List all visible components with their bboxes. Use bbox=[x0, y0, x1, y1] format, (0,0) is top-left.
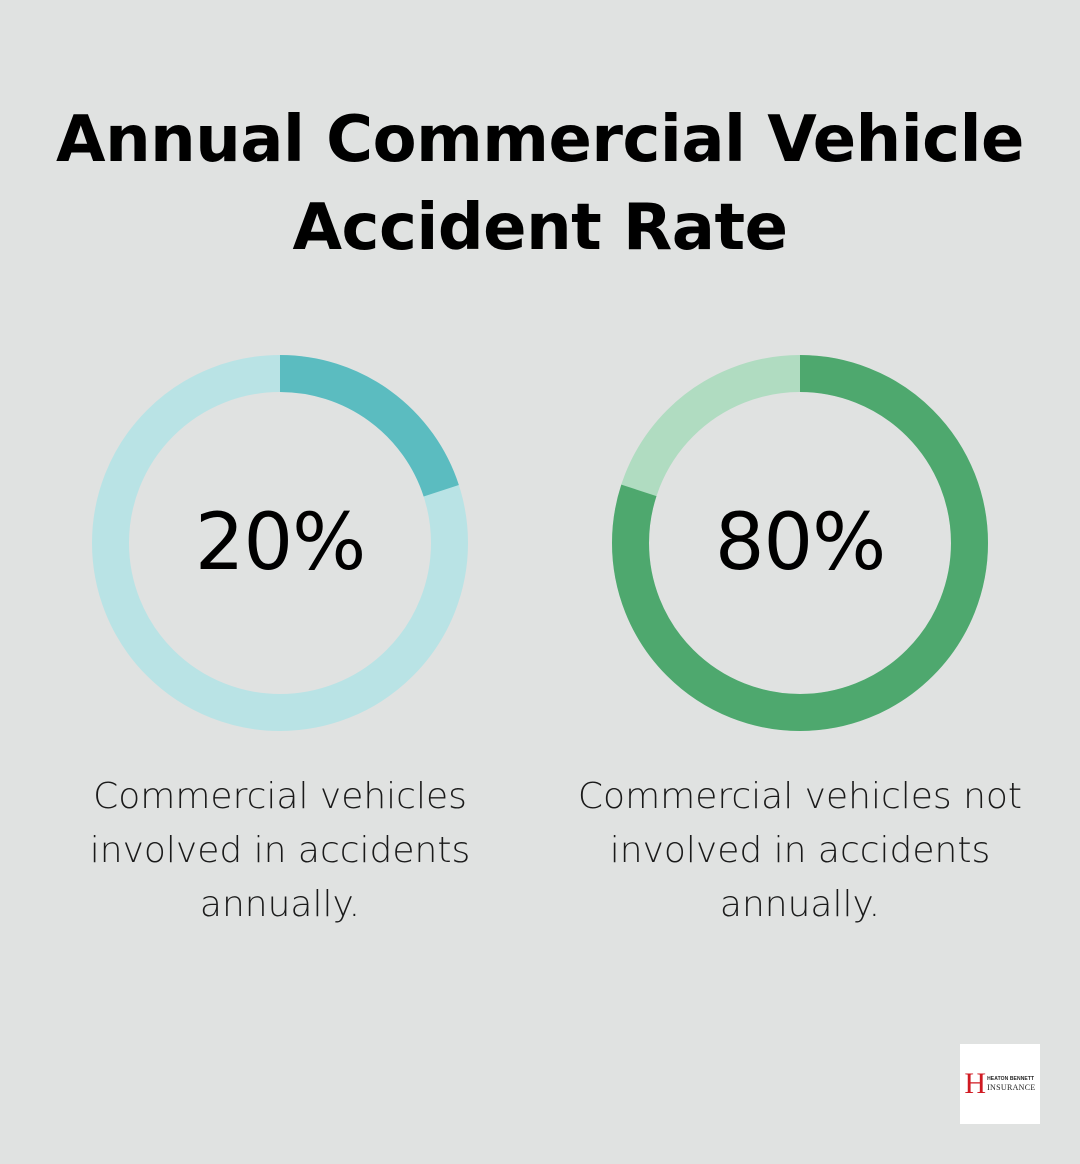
stat-value: 80% bbox=[714, 498, 886, 588]
caption-line: annually. bbox=[199, 884, 361, 925]
caption-line: involved in accidents bbox=[609, 830, 991, 871]
donut-ring bbox=[92, 355, 468, 731]
page-title: Annual Commercial Vehicle Accident Rate bbox=[0, 96, 1080, 272]
logo-line-2: INSURANCE bbox=[987, 1082, 1036, 1092]
donut-chart-involved: 20% bbox=[92, 355, 468, 731]
title-line-1: Annual Commercial Vehicle bbox=[56, 103, 1024, 177]
caption-line: Commercial vehicles bbox=[93, 776, 467, 817]
caption-line: involved in accidents bbox=[89, 830, 471, 871]
donut-segment bbox=[612, 355, 988, 731]
title-line-2: Accident Rate bbox=[292, 191, 788, 265]
stat-value: 20% bbox=[194, 498, 366, 588]
donut-segment bbox=[92, 355, 468, 731]
donut-chart-not-involved: 80% bbox=[612, 355, 988, 731]
stat-caption-involved: Commercial vehicles involved in accident… bbox=[20, 770, 540, 932]
logo-letter: H bbox=[964, 1067, 987, 1100]
caption-line: annually. bbox=[719, 884, 881, 925]
donut-ring bbox=[612, 355, 988, 731]
company-logo: H HEATON BENNETT INSURANCE bbox=[960, 1044, 1040, 1124]
stat-caption-not-involved: Commercial vehicles not involved in acci… bbox=[540, 770, 1060, 932]
caption-line: Commercial vehicles not bbox=[577, 776, 1023, 817]
logo-line-1: HEATON BENNETT bbox=[987, 1075, 1035, 1082]
